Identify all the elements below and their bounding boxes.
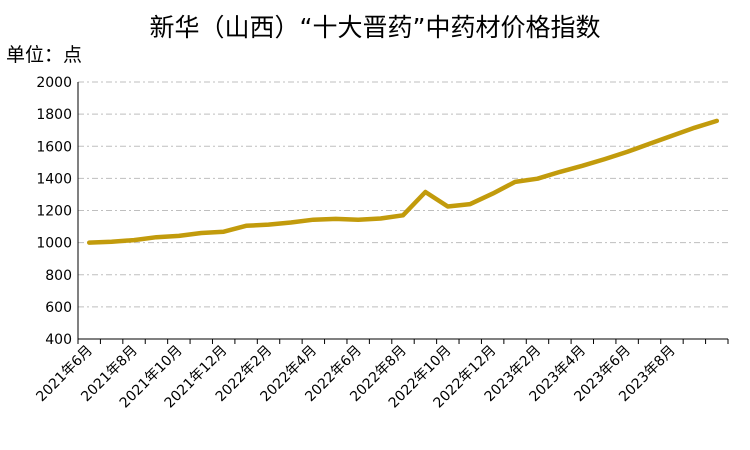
y-tick-label-1600: 1600 (36, 139, 72, 155)
y-tick-label-1200: 1200 (36, 204, 72, 220)
y-tick-label-2000: 2000 (36, 75, 72, 91)
y-tick-label-1000: 1000 (36, 236, 72, 252)
y-tick-label-600: 600 (45, 300, 72, 316)
unit-label: 单位：点 (6, 44, 83, 66)
y-tick-label-400: 400 (45, 332, 72, 348)
y-tick-label-1800: 1800 (36, 107, 72, 123)
chart-title: 新华（山西）“十大晋药”中药材价格指数 (149, 13, 601, 42)
y-tick-label-800: 800 (45, 268, 72, 284)
series-line (86, 118, 720, 245)
y-tick-label-1400: 1400 (36, 171, 72, 187)
